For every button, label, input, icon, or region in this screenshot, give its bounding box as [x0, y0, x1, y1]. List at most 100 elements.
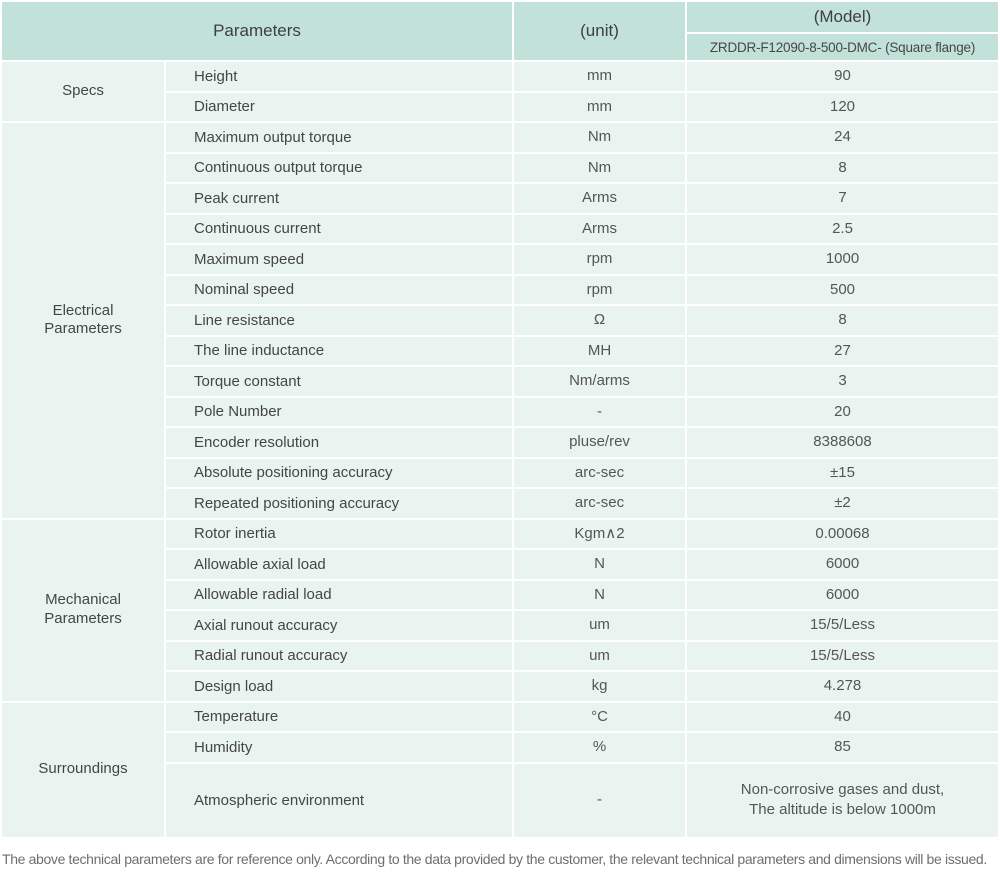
- unit-cell: pluse/rev: [514, 428, 685, 457]
- value-cell: 3: [687, 367, 998, 396]
- value-cell: 90: [687, 62, 998, 91]
- param-cell: Rotor inertia: [166, 519, 512, 548]
- param-cell: Maximum output torque: [166, 123, 512, 152]
- table-row: The line inductance MH 27: [2, 336, 998, 365]
- value-cell: 120: [687, 92, 998, 121]
- unit-cell: Kgm∧2: [514, 519, 685, 548]
- unit-cell: arc-sec: [514, 489, 685, 518]
- table-row: Nominal speed rpm 500: [2, 275, 998, 304]
- param-cell: Torque constant: [166, 367, 512, 396]
- unit-cell: Arms: [514, 214, 685, 243]
- param-cell: Radial runout accuracy: [166, 641, 512, 670]
- param-cell: Pole Number: [166, 397, 512, 426]
- table-row: Maximum speed rpm 1000: [2, 245, 998, 274]
- parameters-table: Parameters (unit) (Model) ZRDDR-F12090-8…: [2, 2, 998, 837]
- value-cell: 1000: [687, 245, 998, 274]
- value-cell: 27: [687, 336, 998, 365]
- param-cell: Atmospheric environment: [166, 763, 512, 837]
- unit-cell: -: [514, 763, 685, 837]
- value-cell: 15/5/Less: [687, 641, 998, 670]
- value-cell: 0.00068: [687, 519, 998, 548]
- table-row: Specs Height mm 90: [2, 62, 998, 121]
- unit-cell: um: [514, 611, 685, 640]
- section-label: Specs: [2, 62, 164, 121]
- table-row: Mechanical Parameters Rotor inertia Kgm∧2 0…: [2, 519, 998, 701]
- header-model: (Model): [687, 2, 998, 32]
- table-row: Diameter mm 120: [2, 92, 998, 121]
- param-cell: Allowable radial load: [166, 580, 512, 609]
- unit-cell: °C: [514, 702, 685, 731]
- param-cell: Line resistance: [166, 306, 512, 335]
- param-cell: Peak current: [166, 184, 512, 213]
- table-row: Radial runout accuracy um 15/5/Less: [2, 641, 998, 670]
- table-row: Axial runout accuracy um 15/5/Less: [2, 611, 998, 640]
- section-label: Mechanical Parameters: [2, 519, 164, 701]
- table-row: Repeated positioning accuracy arc-sec ±2: [2, 489, 998, 518]
- table-row: Continuous output torque Nm 8: [2, 153, 998, 182]
- unit-cell: arc-sec: [514, 458, 685, 487]
- unit-cell: rpm: [514, 275, 685, 304]
- unit-cell: rpm: [514, 245, 685, 274]
- value-cell: 4.278: [687, 672, 998, 701]
- param-cell: Nominal speed: [166, 275, 512, 304]
- unit-cell: Nm: [514, 153, 685, 182]
- unit-cell: Nm/arms: [514, 367, 685, 396]
- unit-cell: mm: [514, 92, 685, 121]
- value-cell: 15/5/Less: [687, 611, 998, 640]
- table-row: Humidity% 85: [2, 733, 998, 762]
- header-model-number: ZRDDR-F12090-8-500-DMC- (Square flange): [687, 34, 998, 60]
- param-cell: Temperature: [166, 702, 512, 731]
- section-label: Electrical Parameters: [2, 123, 164, 518]
- value-cell: 8: [687, 306, 998, 335]
- table-row: Continuous current Arms 2.5: [2, 214, 998, 243]
- param-cell: Design load: [166, 672, 512, 701]
- table-row: Design load kg 4.278: [2, 672, 998, 701]
- header-unit: (unit): [514, 2, 685, 60]
- value-cell: 85: [687, 733, 998, 762]
- header-row-1: Parameters (unit) (Model): [2, 2, 998, 60]
- section-label: Surroundings: [2, 702, 164, 837]
- unit-cell: N: [514, 580, 685, 609]
- param-cell: Humidity: [166, 733, 512, 762]
- table-row: Line resistance Ω 8: [2, 306, 998, 335]
- value-cell: 500: [687, 275, 998, 304]
- header-row-2: ZRDDR-F12090-8-500-DMC- (Square flange): [2, 34, 998, 60]
- value-cell: 7: [687, 184, 998, 213]
- unit-cell: N: [514, 550, 685, 579]
- table-row: Electrical Parameters Maximum output torq…: [2, 123, 998, 518]
- unit-cell: MH: [514, 336, 685, 365]
- value-cell: 24: [687, 123, 998, 152]
- unit-cell: -: [514, 397, 685, 426]
- unit-cell: kg: [514, 672, 685, 701]
- unit-cell: um: [514, 641, 685, 670]
- value-cell: 8388608: [687, 428, 998, 457]
- unit-cell: Arms: [514, 184, 685, 213]
- table-row: Peak current Arms 7: [2, 184, 998, 213]
- unit-cell: Nm: [514, 123, 685, 152]
- value-cell: ±15: [687, 458, 998, 487]
- param-cell: Encoder resolution: [166, 428, 512, 457]
- value-cell: Non-corrosive gases and dust, The altitu…: [687, 763, 998, 837]
- table-row: Atmospheric environment - Non-corrosive ga…: [2, 763, 998, 837]
- unit-cell: mm: [514, 62, 685, 91]
- footnote: The above technical parameters are for r…: [2, 850, 987, 867]
- header-parameters: Parameters: [2, 2, 512, 60]
- param-cell: Allowable axial load: [166, 550, 512, 579]
- table-row: Allowable axial load N 6000: [2, 550, 998, 579]
- value-cell: 20: [687, 397, 998, 426]
- param-cell: Axial runout accuracy: [166, 611, 512, 640]
- param-cell: Height: [166, 62, 512, 91]
- value-cell: 40: [687, 702, 998, 731]
- value-cell: 6000: [687, 550, 998, 579]
- table-row: Absolute positioning accuracy arc-sec ±15: [2, 458, 998, 487]
- param-cell: Repeated positioning accuracy: [166, 489, 512, 518]
- table-row: Torque constant Nm/arms 3: [2, 367, 998, 396]
- table-row: Allowable radial load N 6000: [2, 580, 998, 609]
- param-cell: Maximum speed: [166, 245, 512, 274]
- unit-cell: Ω: [514, 306, 685, 335]
- value-cell: 8: [687, 153, 998, 182]
- value-cell: 2.5: [687, 214, 998, 243]
- value-cell: ±2: [687, 489, 998, 518]
- param-cell: The line inductance: [166, 336, 512, 365]
